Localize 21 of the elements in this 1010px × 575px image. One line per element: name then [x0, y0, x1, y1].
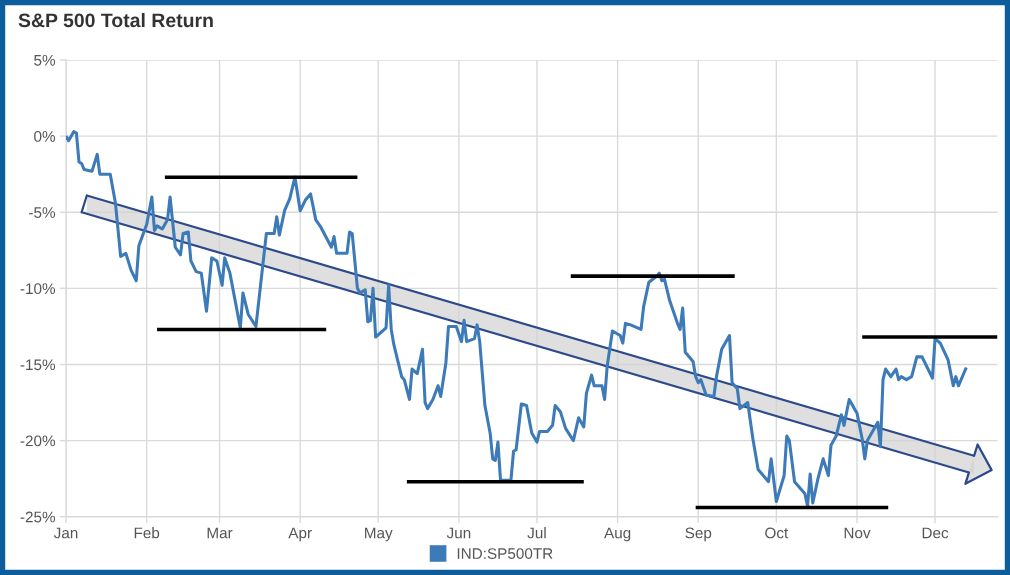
y-tick-label: -20% [20, 435, 56, 447]
x-tick-label: Sep [685, 527, 712, 542]
x-tick-label: Apr [288, 527, 312, 542]
x-tick-label: Dec [922, 527, 949, 539]
x-tick-label: Feb [134, 527, 160, 539]
y-tick-label: -10% [20, 283, 56, 295]
y-tick-label: -25% [20, 511, 56, 523]
x-tick-label: May [365, 527, 393, 542]
x-tick-label: Aug [604, 527, 631, 542]
y-tick-label: 5% [34, 54, 56, 66]
y-tick-label: 0% [34, 130, 56, 142]
chart-title: S&P 500 Total Return [18, 12, 213, 28]
legend-label: IND:SP500TR [457, 548, 553, 559]
x-tick-label: Nov [844, 527, 871, 539]
y-tick-label: -5% [29, 207, 56, 218]
x-tick-label: Mar [207, 527, 233, 539]
x-tick-label: Oct [765, 527, 789, 539]
x-tick-label: Jan [53, 527, 78, 539]
y-tick-label: -15% [20, 359, 56, 371]
x-tick-label: Jul [527, 527, 546, 539]
x-tick-label: Jun [446, 527, 471, 539]
